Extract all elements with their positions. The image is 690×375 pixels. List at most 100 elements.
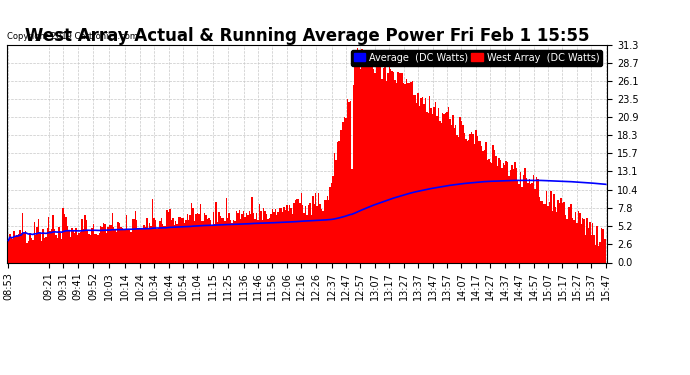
Bar — [308, 205, 309, 262]
Bar — [255, 219, 256, 262]
Bar — [52, 215, 54, 262]
Bar — [595, 245, 596, 262]
Bar — [97, 235, 99, 262]
Bar — [32, 240, 34, 262]
Bar — [206, 215, 207, 262]
Bar — [420, 98, 422, 262]
Bar — [524, 168, 526, 262]
Bar — [331, 183, 333, 262]
Bar — [540, 201, 542, 262]
Bar — [266, 214, 267, 262]
Bar — [598, 246, 599, 262]
Bar — [368, 68, 370, 262]
Bar — [179, 217, 181, 262]
Bar — [461, 121, 462, 262]
Bar — [159, 221, 161, 262]
Bar — [70, 237, 71, 262]
Bar — [273, 212, 275, 262]
Bar — [518, 184, 520, 262]
Bar — [586, 218, 588, 262]
Bar — [605, 239, 607, 262]
Bar — [604, 239, 605, 262]
Bar — [478, 141, 480, 262]
Bar — [442, 113, 444, 262]
Bar — [190, 215, 191, 262]
Bar — [240, 219, 241, 262]
Bar — [250, 214, 251, 262]
Bar — [523, 176, 524, 262]
Bar — [117, 222, 119, 262]
Bar — [211, 225, 213, 262]
Bar — [136, 219, 137, 262]
Bar — [9, 234, 10, 262]
Bar — [264, 211, 266, 262]
Bar — [100, 226, 101, 262]
Bar — [219, 216, 221, 262]
Bar — [226, 198, 227, 262]
Bar — [575, 212, 576, 262]
Bar — [514, 162, 515, 262]
Bar — [456, 135, 458, 262]
Bar — [543, 204, 544, 262]
Bar — [77, 236, 79, 262]
Text: Copyright 2019 Cartronics.com: Copyright 2019 Cartronics.com — [7, 32, 138, 40]
Bar — [500, 160, 501, 262]
Bar — [560, 198, 562, 262]
Bar — [81, 219, 83, 262]
Bar — [72, 231, 74, 262]
Bar — [90, 235, 91, 262]
Bar — [449, 119, 451, 262]
Bar — [417, 93, 419, 262]
Bar — [571, 204, 572, 262]
Bar — [153, 218, 155, 262]
Bar — [152, 199, 153, 262]
Bar — [246, 213, 247, 262]
Bar — [379, 64, 380, 262]
Bar — [272, 209, 273, 262]
Bar — [45, 237, 47, 262]
Bar — [37, 226, 38, 262]
Bar — [18, 234, 19, 262]
Bar — [239, 210, 240, 262]
Bar — [233, 220, 234, 262]
Bar — [579, 213, 580, 262]
Bar — [559, 203, 560, 262]
Bar — [547, 207, 549, 262]
Bar — [566, 219, 567, 262]
Bar — [289, 205, 290, 262]
Bar — [348, 102, 350, 262]
Bar — [282, 212, 283, 262]
Bar — [35, 235, 37, 262]
Bar — [161, 218, 162, 262]
Bar — [345, 117, 347, 262]
Bar — [599, 242, 601, 262]
Bar — [341, 130, 342, 262]
Bar — [439, 121, 440, 262]
Bar — [422, 97, 423, 262]
Bar — [302, 205, 304, 262]
Bar — [337, 141, 338, 262]
Bar — [480, 141, 481, 262]
Bar — [145, 227, 146, 262]
Bar — [31, 238, 32, 262]
Bar — [380, 68, 382, 262]
Bar — [55, 235, 57, 262]
Bar — [38, 219, 39, 262]
Bar — [28, 242, 29, 262]
Bar — [527, 183, 529, 262]
Bar — [288, 211, 289, 262]
Bar — [429, 96, 431, 262]
Bar — [132, 219, 133, 262]
Bar — [396, 82, 397, 262]
Bar — [371, 56, 373, 262]
Bar — [550, 191, 551, 262]
Bar — [201, 221, 202, 262]
Bar — [199, 204, 201, 262]
Bar — [162, 224, 164, 262]
Bar — [256, 213, 257, 262]
Bar — [358, 54, 359, 262]
Bar — [75, 228, 77, 262]
Bar — [299, 203, 301, 262]
Bar — [370, 66, 371, 262]
Bar — [107, 227, 108, 262]
